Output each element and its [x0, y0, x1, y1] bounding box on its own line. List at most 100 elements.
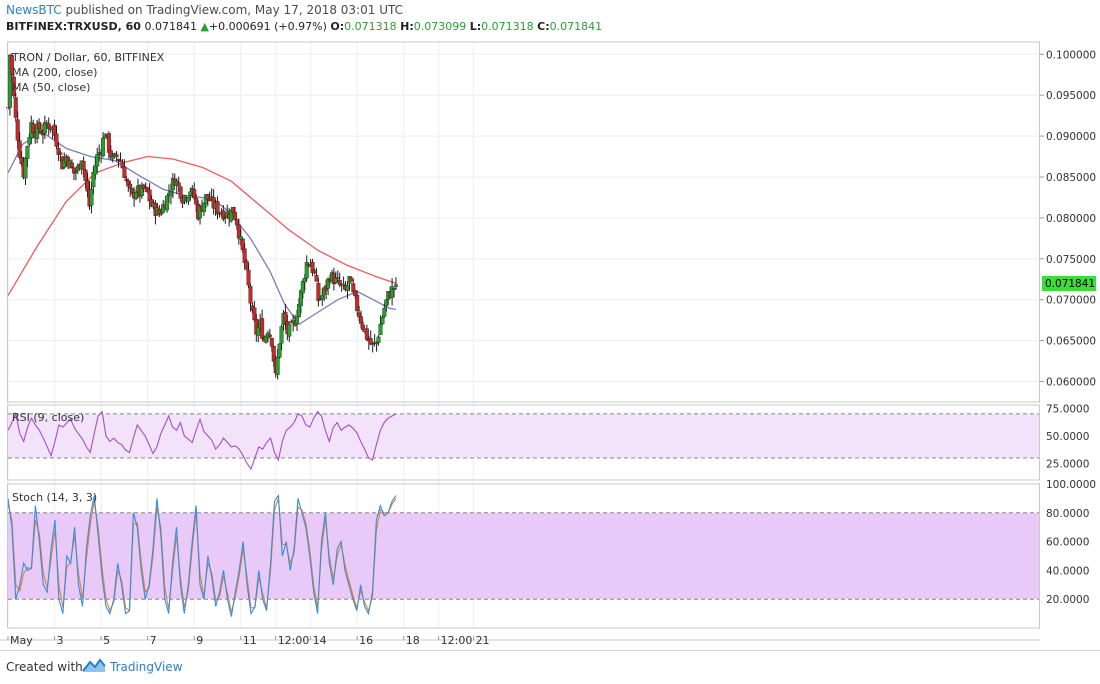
open-label: O:: [330, 20, 345, 33]
candle-body: [345, 285, 350, 291]
candle-body: [349, 277, 354, 282]
candle-body: [25, 146, 30, 159]
candle-body: [300, 280, 305, 294]
time-tick-label: 12:00: [278, 634, 310, 647]
candle-body: [101, 137, 106, 157]
candle-body: [186, 197, 191, 202]
time-tick-label: 14: [313, 634, 327, 647]
pane-borders: [0, 41, 1040, 641]
high-label: H:: [400, 20, 414, 33]
rsi-band-fill: [8, 413, 1040, 458]
chart-header: NewsBTC published on TradingView.com, Ma…: [0, 0, 1100, 38]
candle-body: [176, 182, 181, 186]
price-tick-label: 0.065000: [1046, 336, 1096, 348]
stoch-pane-title: Stoch (14, 3, 3): [12, 491, 97, 504]
price-tick-label: 0.100000: [1046, 49, 1096, 61]
price-tick-label: 0.085000: [1046, 172, 1096, 184]
last-price: 0.071841: [144, 20, 197, 33]
tradingview-logo-icon[interactable]: [82, 657, 106, 679]
candle-body: [252, 307, 257, 321]
price-change: +0.000691 (+0.97%): [208, 20, 327, 33]
candle-body: [95, 154, 100, 167]
rsi-tick-label: 25.0000: [1046, 458, 1089, 470]
candle-body: [13, 97, 18, 118]
candle-body: [168, 190, 173, 196]
price-tick-label: 0.060000: [1046, 377, 1096, 389]
last-price-tag-label: 0.071841: [1045, 278, 1095, 290]
candle-body: [248, 286, 253, 304]
price-tick-label: 0.095000: [1046, 90, 1096, 102]
stoch-lines: [7, 493, 397, 617]
candle-body: [83, 169, 88, 181]
published-text: published on TradingView.com, May 17, 20…: [65, 3, 403, 17]
pane-border: [7, 41, 1040, 403]
candle-body: [165, 195, 170, 211]
candle-body: [232, 211, 237, 220]
rsi-tick-label: 75.0000: [1046, 403, 1089, 415]
candle-body: [17, 140, 22, 158]
time-tick-label: 9: [196, 634, 203, 647]
candle-body: [357, 312, 362, 318]
pane-border: [7, 404, 1040, 481]
candle-body: [54, 133, 59, 147]
candle-body: [122, 166, 127, 178]
candle-body: [360, 324, 365, 330]
candle-body: [194, 198, 199, 205]
chart-canvas[interactable]: 0.100000 0.095000 0.090000 0.085000 0.080000…: [0, 0, 1100, 650]
candle-body: [110, 156, 115, 159]
candle-body: [37, 122, 42, 129]
candle-body: [15, 119, 20, 141]
change-up-icon: ▲: [200, 20, 209, 33]
stoch-tick-label: 40.0000: [1046, 565, 1089, 577]
stoch-k-path: [7, 493, 397, 617]
candlestick-series: [5, 52, 398, 380]
stoch-tick-label: 100.0000: [1046, 479, 1096, 491]
candle-body: [81, 161, 86, 170]
candle-body: [124, 178, 129, 181]
candle-body: [106, 133, 111, 153]
tradingview-link[interactable]: TradingView: [110, 660, 183, 674]
candle-body: [312, 270, 317, 274]
rsi-line: [7, 410, 397, 471]
candle-body: [108, 150, 113, 158]
candle-body: [302, 277, 307, 283]
price-tick-label: 0.075000: [1046, 254, 1096, 266]
grid-lines: [7, 42, 1040, 628]
publish-line: NewsBTC published on TradingView.com, Ma…: [6, 3, 403, 17]
price-axis: 0.100000 0.095000 0.090000 0.085000 0.080000…: [1040, 49, 1096, 606]
candle-body: [359, 316, 364, 324]
stoch-tick-label: 60.0000: [1046, 537, 1089, 549]
time-tick-label: 7: [150, 634, 157, 647]
ma200-legend: MA (200, close): [12, 66, 97, 79]
candle-body: [114, 154, 119, 157]
candle-body: [23, 157, 28, 179]
candle-body: [378, 323, 383, 336]
price-tick-label: 0.090000: [1046, 131, 1096, 143]
close-label: C:: [537, 20, 550, 33]
last-price-tag: [1042, 276, 1096, 291]
time-tick-label: 11: [243, 634, 257, 647]
created-with-label: Created with: [6, 660, 83, 674]
high-value: 0.073099: [413, 20, 467, 33]
time-tick-label: 12:00: [441, 634, 473, 647]
candle-body: [337, 280, 342, 285]
candle-body: [296, 303, 301, 318]
candle-body: [376, 336, 381, 343]
publisher-link[interactable]: NewsBTC: [6, 3, 62, 17]
candle-body: [267, 334, 272, 337]
candle-body: [287, 323, 292, 337]
candle-body: [316, 282, 321, 301]
ma50-legend: MA (50, close): [12, 81, 90, 94]
candle-body: [314, 274, 319, 282]
candle-body: [201, 202, 206, 213]
candle-body: [215, 201, 220, 215]
candle-body: [73, 171, 78, 173]
candle-body: [58, 152, 63, 155]
stoch-tick-label: 20.0000: [1046, 594, 1089, 606]
candle-body: [89, 189, 94, 206]
time-tick-label: 21: [476, 634, 490, 647]
rsi-path: [7, 410, 397, 471]
open-value: 0.071318: [344, 20, 397, 33]
time-tick-label: 3: [57, 634, 64, 647]
candle-body: [256, 327, 261, 336]
